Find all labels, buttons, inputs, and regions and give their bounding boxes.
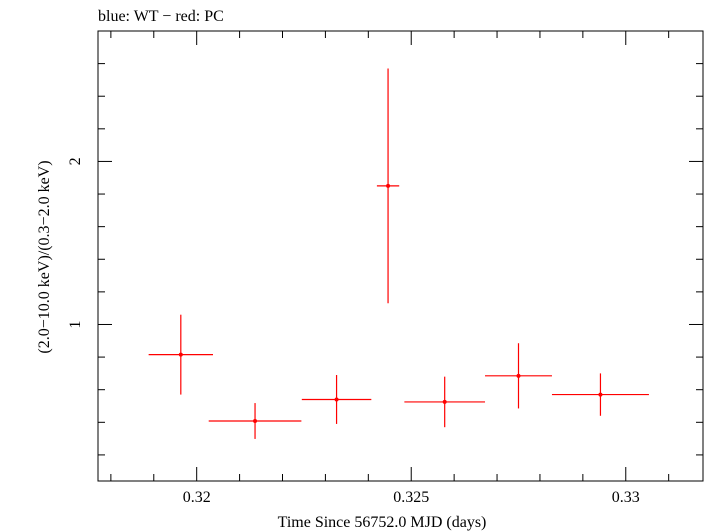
point-marker <box>178 352 183 357</box>
data-point <box>301 375 372 424</box>
data-point <box>148 314 213 395</box>
data-point <box>376 68 400 304</box>
axis-tick-labels: 0.32 0.325 0.33 1 2 <box>67 157 640 506</box>
y-tick-label: 1 <box>67 320 84 328</box>
y-tick-label: 2 <box>67 157 84 165</box>
data-points <box>148 68 649 439</box>
point-marker <box>253 419 258 423</box>
data-point <box>551 373 649 416</box>
data-point <box>485 343 552 409</box>
point-marker <box>334 397 339 402</box>
x-tick-label: 0.33 <box>612 489 640 506</box>
x-tick-label: 0.325 <box>393 489 429 506</box>
x-axis-label: Time Since 56752.0 MJD (days) <box>278 514 487 531</box>
x-tick-label: 0.32 <box>183 489 211 506</box>
point-marker <box>386 183 391 188</box>
axis-ticks <box>98 31 703 481</box>
point-marker <box>598 392 603 397</box>
data-point <box>404 376 486 428</box>
point-marker <box>516 373 521 378</box>
plot-frame <box>97 30 704 482</box>
y-axis-label: (2.0−10.0 keV)/(0.3−2.0 keV) <box>36 160 53 353</box>
point-marker <box>442 399 447 404</box>
chart-title: blue: WT − red: PC <box>98 8 224 25</box>
data-point <box>208 403 302 439</box>
